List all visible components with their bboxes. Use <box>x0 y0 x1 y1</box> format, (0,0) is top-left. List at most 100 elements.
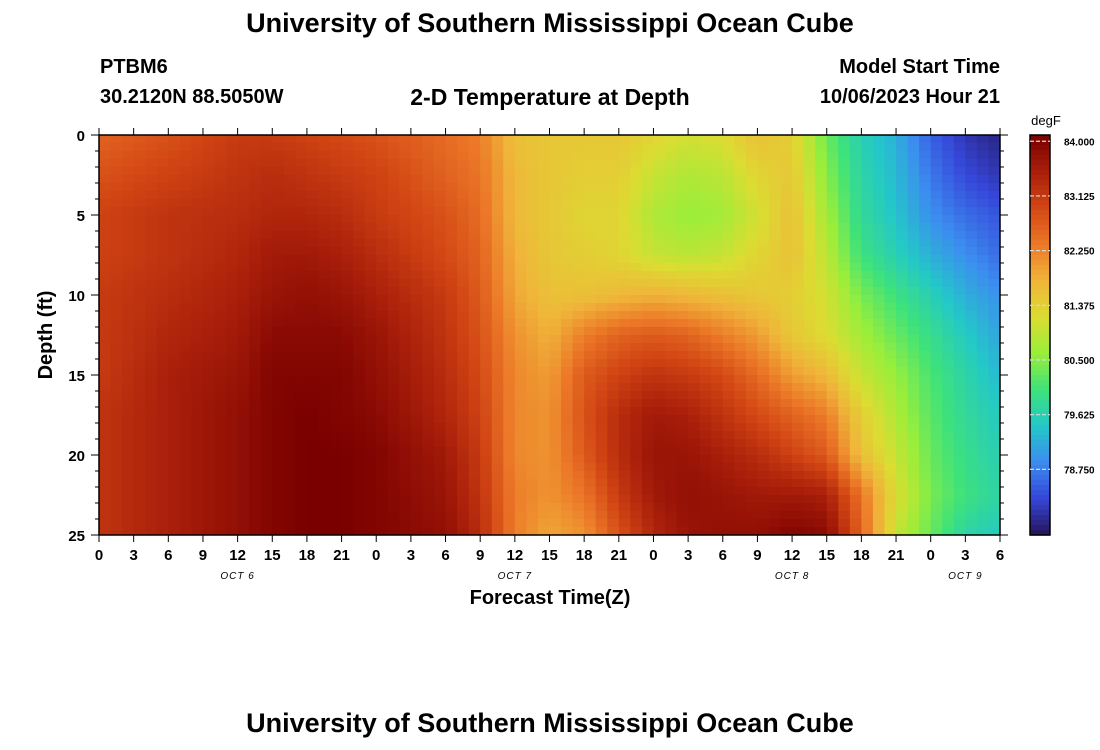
heatmap-cell <box>930 511 943 520</box>
heatmap-cell <box>179 399 193 408</box>
heatmap-cell <box>953 367 966 376</box>
heatmap-cell <box>572 263 585 272</box>
heatmap-cell <box>237 223 250 232</box>
heatmap-cell <box>757 487 770 496</box>
heatmap-cell <box>630 431 643 440</box>
heatmap-cell <box>676 359 689 368</box>
heatmap-cell <box>595 255 608 264</box>
heatmap-cell <box>341 527 354 535</box>
heatmap-cell <box>792 383 805 392</box>
heatmap-cell <box>919 287 932 296</box>
heatmap-cell <box>503 391 516 400</box>
heatmap-cell <box>988 399 1000 408</box>
heatmap-cell <box>295 463 308 472</box>
heatmap-cell <box>734 319 747 328</box>
heatmap-cell <box>688 191 701 200</box>
heatmap-cell <box>503 311 516 320</box>
heatmap-cell <box>976 239 990 248</box>
heatmap-cell <box>745 367 759 376</box>
heatmap-cell <box>607 183 620 192</box>
heatmap-cell <box>249 335 262 344</box>
heatmap-cell <box>537 383 551 392</box>
heatmap-cell <box>145 391 158 400</box>
heatmap-cell <box>653 167 666 176</box>
heatmap-cell <box>306 479 320 488</box>
heatmap-cell <box>503 295 516 304</box>
heatmap-cell <box>99 247 112 256</box>
heatmap-cell <box>942 487 955 496</box>
heatmap-cell <box>907 255 920 264</box>
colorbar-label: 80.500 <box>1064 356 1095 367</box>
heatmap-cell <box>457 327 470 336</box>
heatmap-cell <box>630 151 643 160</box>
heatmap-cell <box>676 431 689 440</box>
heatmap-cell <box>792 319 805 328</box>
heatmap-cell <box>572 375 585 384</box>
heatmap-cell <box>272 279 285 288</box>
heatmap-cell <box>341 439 354 448</box>
heatmap-cell <box>457 199 470 208</box>
heatmap-cell <box>514 487 527 496</box>
x-tick-label: 0 <box>649 547 657 564</box>
heatmap-cell <box>815 175 828 184</box>
heatmap-cell <box>179 183 193 192</box>
heatmap-cell <box>988 463 1000 472</box>
heatmap-cell <box>133 279 146 288</box>
heatmap-cell <box>341 223 354 232</box>
heatmap-cell <box>745 487 759 496</box>
heatmap-cell <box>480 527 493 535</box>
heatmap-cell <box>803 487 816 496</box>
heatmap-cell <box>757 287 770 296</box>
heatmap-cell <box>561 239 574 248</box>
colorbar-segment <box>1030 520 1050 526</box>
heatmap-cell <box>838 183 851 192</box>
heatmap-cell <box>433 183 447 192</box>
heatmap-cell <box>306 527 320 535</box>
heatmap-cell <box>399 407 412 416</box>
heatmap-cell <box>549 423 562 432</box>
heatmap-cell <box>618 303 631 312</box>
heatmap-cell <box>133 183 146 192</box>
heatmap-cell <box>849 263 862 272</box>
heatmap-cell <box>815 527 828 535</box>
heatmap-cell <box>445 487 458 496</box>
heatmap-cell <box>330 303 343 312</box>
heatmap-cell <box>179 391 193 400</box>
heatmap-cell <box>641 263 655 272</box>
heatmap-cell <box>572 431 585 440</box>
heatmap-cell <box>202 527 216 535</box>
heatmap-cell <box>896 271 909 280</box>
heatmap-cell <box>953 351 966 360</box>
heatmap-cell <box>838 495 851 504</box>
heatmap-cell <box>226 199 239 208</box>
heatmap-cell <box>133 487 146 496</box>
heatmap-cell <box>826 295 839 304</box>
heatmap-cell <box>283 343 296 352</box>
heatmap-cell <box>133 327 146 336</box>
heatmap-cell <box>838 239 851 248</box>
heatmap-cell <box>376 135 389 144</box>
heatmap-cell <box>99 207 112 216</box>
heatmap-cell <box>734 471 747 480</box>
heatmap-cell <box>641 527 655 535</box>
heatmap-cell <box>699 159 712 168</box>
heatmap-cell <box>526 423 539 432</box>
heatmap-cell <box>330 495 343 504</box>
heatmap-cell <box>584 407 597 416</box>
heatmap-cell <box>514 207 527 216</box>
heatmap-cell <box>376 247 389 256</box>
heatmap-cell <box>156 191 169 200</box>
heatmap-cell <box>410 391 424 400</box>
heatmap-cell <box>422 463 435 472</box>
heatmap-cell <box>283 263 296 272</box>
heatmap-cell <box>491 527 504 535</box>
heatmap-cell <box>919 167 932 176</box>
heatmap-cell <box>792 399 805 408</box>
heatmap-cell <box>838 319 851 328</box>
heatmap-cell <box>353 399 366 408</box>
x-date-label: OCT 7 <box>498 571 532 582</box>
heatmap-cell <box>110 263 123 272</box>
heatmap-cell <box>630 335 643 344</box>
colorbar-segment <box>1030 475 1050 481</box>
heatmap-cell <box>630 455 643 464</box>
